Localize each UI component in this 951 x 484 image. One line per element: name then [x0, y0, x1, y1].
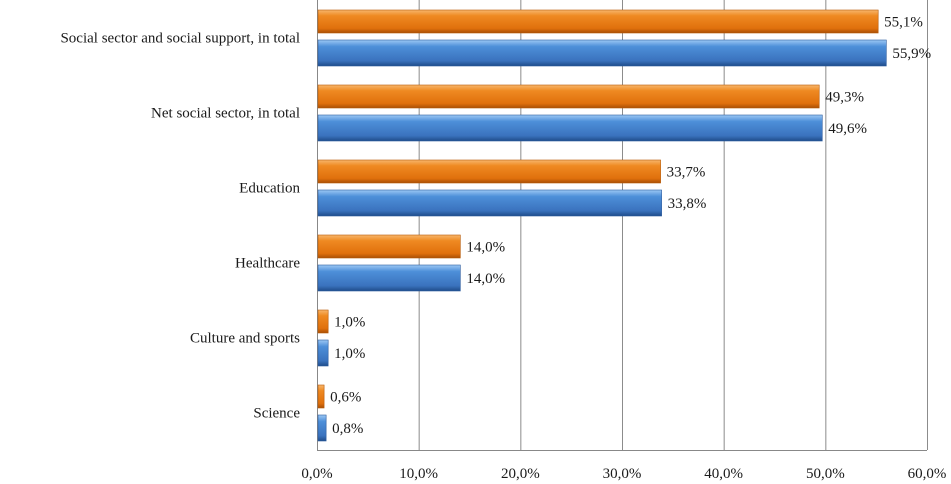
- bar-series-1: [317, 234, 461, 259]
- data-label: 14,0%: [466, 240, 505, 256]
- bar-series-2: [317, 189, 662, 217]
- bar-series-1: [317, 84, 820, 109]
- data-label: 0,8%: [332, 421, 363, 437]
- x-tick-label: 40,0%: [704, 466, 743, 482]
- bar-series-2: [317, 264, 461, 292]
- category-label: Social sector and social support, in tot…: [60, 31, 300, 47]
- bar-series-2: [317, 39, 887, 67]
- category-label: Education: [239, 181, 300, 197]
- category-label: Healthcare: [235, 256, 300, 272]
- bar-series-2: [317, 114, 823, 142]
- data-label: 55,9%: [892, 46, 931, 62]
- x-tick-label: 0,0%: [301, 466, 332, 482]
- data-label: 14,0%: [466, 271, 505, 287]
- bar-series-1: [317, 159, 661, 184]
- data-label: 33,7%: [667, 165, 706, 181]
- bar-series-2: [317, 339, 329, 367]
- data-label: 49,3%: [825, 90, 864, 106]
- bar-series-1: [317, 309, 329, 334]
- data-label: 1,0%: [334, 315, 365, 331]
- x-tick-label: 10,0%: [399, 466, 438, 482]
- data-label: 1,0%: [334, 346, 365, 362]
- bar-series-1: [317, 9, 879, 34]
- x-tick-label: 50,0%: [806, 466, 845, 482]
- bar-series-2: [317, 414, 327, 442]
- bar-series-1: [317, 384, 325, 409]
- data-label: 33,8%: [668, 196, 707, 212]
- x-tick-label: 30,0%: [603, 466, 642, 482]
- data-label: 49,6%: [828, 121, 867, 137]
- category-label: Culture and sports: [190, 331, 300, 347]
- data-label: 0,6%: [330, 390, 361, 406]
- x-tick-label: 20,0%: [501, 466, 540, 482]
- category-label: Net social sector, in total: [151, 106, 300, 122]
- x-tick-label: 60,0%: [908, 466, 947, 482]
- category-label: Science: [253, 406, 300, 422]
- data-label: 55,1%: [884, 15, 923, 31]
